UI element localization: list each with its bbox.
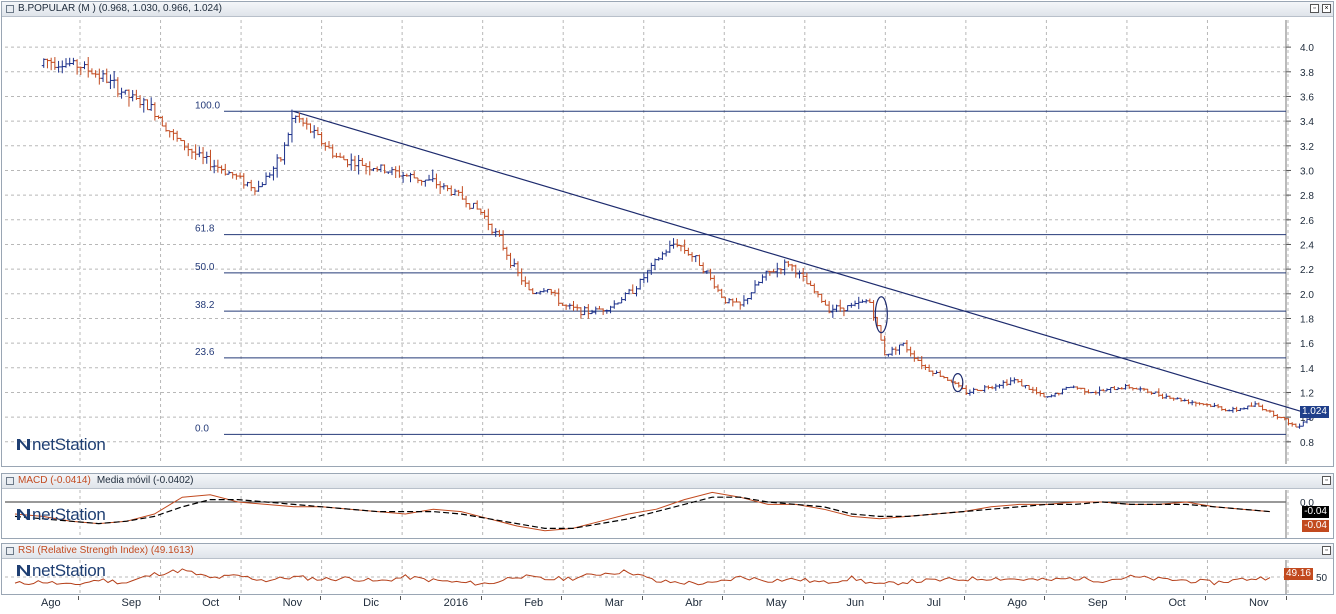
restore-icon[interactable]: ▫: [1322, 476, 1331, 485]
rsi-line: [14, 568, 1271, 586]
x-tick: [641, 596, 643, 600]
macd-panel-header: MACD (-0.0414) Media móvil (-0.0402) ▫: [2, 474, 1333, 489]
netstation-logo: netStation: [16, 561, 106, 581]
panel-menu-icon[interactable]: [6, 547, 14, 555]
price-panel: B.POPULAR (M ) (0.968, 1.030, 0.966, 1.0…: [1, 1, 1334, 467]
netstation-logo: netStation: [16, 435, 106, 455]
y-tick-label: 2.6: [1300, 216, 1314, 227]
logo-text: netStation: [32, 561, 106, 580]
y-tick-label: 3.8: [1300, 68, 1314, 79]
panel-menu-icon[interactable]: [6, 477, 14, 485]
x-tick: [78, 596, 79, 600]
x-tick: [802, 596, 804, 600]
netstation-logo-icon: [17, 439, 30, 450]
x-tick-label: Mar: [604, 597, 624, 609]
y-tick-label: 3.0: [1300, 166, 1314, 177]
fib-level-label: 23.6: [195, 347, 215, 358]
y-tick-label: 1.4: [1300, 364, 1314, 375]
rsi-panel: RSI (Relative Strength Index) (49.1613) …: [1, 543, 1334, 595]
trend-line: [293, 110, 1313, 416]
fib-level-label: 38.2: [195, 300, 215, 311]
x-tick: [480, 596, 482, 600]
y-tick-label: 3.6: [1300, 92, 1314, 103]
macd-panel: MACD (-0.0414) Media móvil (-0.0402) ▫ 0.…: [1, 473, 1334, 539]
signal-line: [14, 496, 1271, 529]
netstation-logo-icon: [17, 509, 30, 520]
gap-marker: [874, 296, 888, 334]
close-icon[interactable]: ×: [1322, 4, 1331, 13]
y-tick-label: 3.4: [1300, 117, 1314, 128]
price-chart: 0.81.01.21.41.61.82.02.22.42.62.83.03.23…: [5, 20, 1314, 464]
x-axis: Ago Sep Oct Nov Dic 2016 Feb Mar Abr May Jun Jul Ago…: [0, 596, 1336, 614]
x-tick-label: May: [765, 597, 787, 609]
fib-level-label: 0.0: [195, 423, 209, 434]
x-tick-label: Sep: [1087, 597, 1108, 609]
x-tick: [1124, 596, 1126, 600]
x-tick: [400, 596, 402, 600]
x-tick-label: Sep: [121, 597, 142, 609]
rsi-panel-title: RSI (Relative Strength Index) (49.1613): [18, 545, 194, 556]
y-tick-label: 3.2: [1300, 142, 1314, 153]
fib-level-label: 61.8: [195, 224, 215, 235]
x-tick-label: Nov: [1249, 597, 1269, 609]
y-tick-label: 50: [1316, 573, 1328, 584]
x-tick-label: Feb: [524, 597, 544, 609]
fib-level-label: 50.0: [195, 262, 215, 273]
price-panel-title: B.POPULAR (M ) (0.968, 1.030, 0.966, 1.0…: [18, 3, 222, 14]
x-tick: [1286, 596, 1287, 600]
last-value-badge: 1.024: [1299, 406, 1329, 418]
macd-panel-title: MACD (-0.0414) Media móvil (-0.0402): [18, 475, 194, 486]
x-tick: [963, 596, 965, 600]
x-tick: [561, 596, 563, 600]
y-tick-label: 1.6: [1300, 339, 1314, 350]
x-tick: [883, 596, 885, 600]
x-tick-label: Abr: [685, 597, 703, 609]
y-tick-label: 0.0: [1300, 498, 1314, 509]
x-tick: [158, 596, 160, 600]
x-tick: [239, 596, 241, 600]
x-tick-label: Jun: [846, 597, 865, 609]
y-tick-label: 0.8: [1300, 438, 1314, 449]
restore-icon[interactable]: ▫: [1322, 546, 1331, 555]
x-tick: [1044, 596, 1046, 600]
x-tick-label: Oct: [202, 597, 220, 609]
y-tick-label: 2.2: [1300, 265, 1314, 276]
y-tick-label: 2.4: [1300, 240, 1314, 251]
panel-menu-icon[interactable]: [6, 5, 14, 13]
y-tick-label: 2.0: [1300, 290, 1314, 301]
y-tick-label: 2.8: [1300, 191, 1314, 202]
macd-line: [14, 491, 1271, 532]
macd-value-badge: -0.04: [1302, 506, 1329, 518]
x-tick-label: Jul: [926, 597, 941, 609]
y-tick-label: 1.8: [1300, 314, 1314, 325]
x-tick: [722, 596, 724, 600]
x-tick: [1205, 596, 1207, 600]
x-tick-label: 2016: [443, 597, 469, 609]
y-tick-label: 4.0: [1300, 43, 1314, 54]
restore-icon[interactable]: ▫: [1310, 4, 1319, 13]
x-tick-label: Oct: [1168, 597, 1186, 609]
logo-text: netStation: [32, 505, 106, 524]
signal-value-badge: -0.04: [1302, 520, 1329, 532]
rsi-chart: 50: [5, 560, 1328, 594]
macd-chart: 0.0: [5, 490, 1314, 538]
netstation-logo: netStation: [16, 505, 106, 525]
gap-marker: [952, 373, 964, 393]
netstation-logo-icon: [17, 565, 30, 576]
x-tick: [319, 596, 321, 600]
price-panel-header: B.POPULAR (M ) (0.968, 1.030, 0.966, 1.0…: [2, 2, 1333, 17]
fib-level-label: 100.0: [195, 100, 220, 111]
rsi-value-badge: 49.16: [1283, 568, 1313, 580]
logo-text: netStation: [32, 435, 106, 454]
x-tick-label: Ago: [1007, 597, 1027, 609]
y-tick-label: 1.2: [1300, 388, 1314, 399]
x-tick-label: Nov: [282, 597, 303, 609]
x-tick-label: Ago: [41, 597, 61, 609]
x-tick-label: Dic: [363, 597, 380, 609]
rsi-panel-header: RSI (Relative Strength Index) (49.1613) …: [2, 544, 1333, 559]
